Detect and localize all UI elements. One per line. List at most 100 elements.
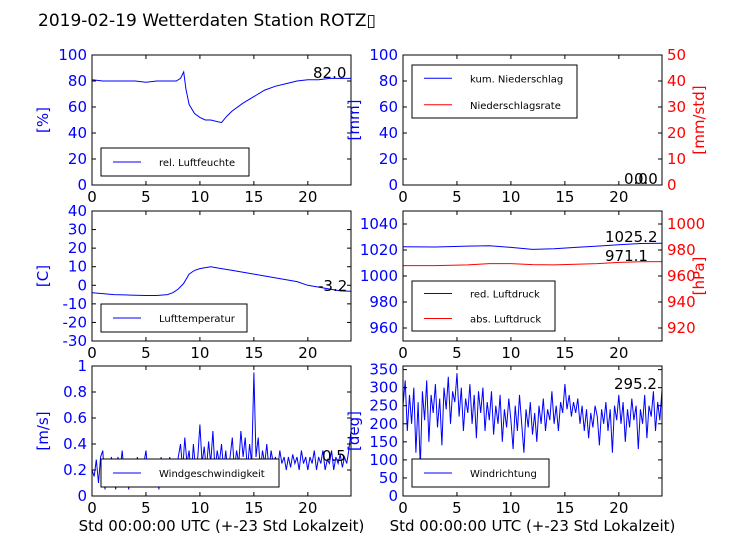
- panel-temperature: 0 5 10 15 20-30-20-10010203040[C]Lufttempera…: [34, 202, 352, 362]
- legend-label: Niederschlagsrate: [470, 101, 561, 112]
- y-tick-label: 40: [68, 202, 87, 220]
- panel-pressure: 0 5 10 15 20 960 980 1000 1020 1040 920 940 960 980 10…: [360, 210, 708, 362]
- y2-tick-label: 10: [667, 150, 686, 168]
- y2-tick-label: 0: [667, 176, 677, 194]
- y-tick-label: 200: [369, 415, 398, 433]
- x-tick-label: 5: [452, 344, 462, 362]
- x-tick-label: 20: [298, 499, 317, 517]
- y2-tick-label: 920: [667, 319, 696, 337]
- current-value-label: 0.5: [322, 447, 346, 465]
- legend-label: Lufttemperatur: [159, 314, 236, 325]
- y-tick-label: 250: [369, 397, 398, 415]
- y-axis-label: [m/s]: [34, 411, 52, 450]
- y2-tick-label: 50: [667, 46, 686, 64]
- x-tick-label: 0: [87, 499, 97, 517]
- y-axis-label: [deg]: [345, 411, 363, 451]
- y-tick-label: 0: [77, 276, 87, 294]
- current-value-label: 82.0: [313, 64, 346, 82]
- y2-tick-label: 20: [667, 124, 686, 142]
- current-value-label: -3.2: [318, 277, 347, 295]
- x-tick-label: 0: [398, 188, 408, 206]
- current-value-label: 0.0: [634, 170, 658, 188]
- series-line-temperature-0: [92, 266, 351, 296]
- x-tick-label: 0: [87, 344, 97, 362]
- legend-label: rel. Luftfeuchte: [159, 158, 235, 169]
- legend-label: Windgeschwindigkeit: [159, 469, 265, 480]
- y-tick-label: 0.8: [63, 383, 87, 401]
- x-tick-label: 10: [501, 344, 520, 362]
- legend-box: [411, 64, 578, 119]
- y-tick-label: -20: [63, 313, 88, 331]
- y-axis-label: [C]: [34, 265, 52, 287]
- x-tick-label: 0: [87, 188, 97, 206]
- y-tick-label: 30: [68, 221, 87, 239]
- plot-frame: [91, 365, 352, 497]
- y-tick-label: 60: [68, 98, 87, 116]
- x-tick-label: 15: [244, 499, 263, 517]
- x-tick-label: 15: [244, 188, 263, 206]
- y-tick-label: 80: [379, 72, 398, 90]
- legend-label: kum. Niederschlag: [470, 74, 563, 85]
- y-tick-label: 40: [68, 124, 87, 142]
- y-tick-label: 100: [369, 46, 398, 64]
- x-tick-label: 15: [244, 344, 263, 362]
- y-tick-label: 1020: [360, 241, 398, 259]
- y-tick-label: 150: [369, 433, 398, 451]
- plot-frame: [91, 210, 352, 342]
- x-tick-label: 20: [609, 499, 628, 517]
- x-tick-label: 0: [398, 344, 408, 362]
- y-tick-label: 300: [369, 379, 398, 397]
- x-tick-label: 5: [141, 344, 151, 362]
- current-value-label: 0.0: [624, 170, 648, 188]
- current-value-label: 971.1: [605, 247, 648, 265]
- x-tick-label: 10: [190, 499, 209, 517]
- y-tick-label: -30: [63, 332, 88, 350]
- y-tick-label: 1: [77, 357, 87, 375]
- y-tick-label: 0: [388, 176, 398, 194]
- y-tick-label: 10: [68, 258, 87, 276]
- y-tick-label: 40: [379, 124, 398, 142]
- y-tick-label: 60: [379, 98, 398, 116]
- panel-precipitation: 0 5 10 15 20 0 20 40 60 80 100 0 10 20 30 40 50 [mm] [mm/s…: [345, 46, 708, 206]
- y-tick-label: 0.4: [63, 435, 87, 453]
- y2-tick-label: 960: [667, 267, 696, 285]
- x-tick-label: 10: [501, 499, 520, 517]
- x-tick-label: 5: [141, 188, 151, 206]
- plot-frame: [402, 54, 663, 186]
- y-tick-label: 0.2: [63, 461, 87, 479]
- series-line-humidity-0: [92, 70, 351, 124]
- x-tick-label: 20: [298, 344, 317, 362]
- plot-frame: [91, 54, 352, 186]
- x-tick-label: 5: [141, 499, 151, 517]
- y-axis-label: [%]: [34, 107, 52, 133]
- legend-box: [411, 280, 556, 332]
- legend-label: abs. Luftdruck: [470, 315, 541, 326]
- y-tick-label: 50: [379, 469, 398, 487]
- y-tick-label: 80: [68, 72, 87, 90]
- y-tick-label: 20: [68, 150, 87, 168]
- x-tick-label: 20: [609, 344, 628, 362]
- y-tick-label: 1000: [360, 267, 398, 285]
- panel-humidity: 0 5 10 15 20 0 20 40 60 80 100 [%] rel. Luftfeuchte 8…: [34, 46, 352, 206]
- y2-tick-label: 940: [667, 293, 696, 311]
- y-tick-label: 980: [369, 293, 398, 311]
- x-tick-label: 10: [190, 344, 209, 362]
- panel-wind-speed: 0 5 10 15 20 0 0.2 0.4 0.6 0.8 1 [m/s] Std 00:00:00 …: [34, 357, 364, 535]
- y-axis-label: [mm]: [345, 100, 363, 141]
- x-tick-label: 20: [609, 188, 628, 206]
- figure-title: 2019-02-19 Wetterdaten Station ROTZ▯: [38, 11, 376, 31]
- y-tick-label: 0: [77, 176, 87, 194]
- y2-tick-label: 30: [667, 98, 686, 116]
- y-tick-label: 960: [369, 319, 398, 337]
- y-tick-label: 20: [379, 150, 398, 168]
- x-tick-label: 5: [452, 499, 462, 517]
- x-tick-label: 0: [398, 499, 408, 517]
- x-tick-label: 20: [298, 188, 317, 206]
- y-tick-label: -10: [63, 295, 88, 313]
- legend-label: red. Luftdruck: [470, 290, 540, 301]
- y-tick-label: 0.6: [63, 409, 87, 427]
- x-axis-label: Std 00:00:00 UTC (+-23 Std Lokalzeit): [79, 517, 365, 535]
- y2-axis-label: [hPa]: [690, 257, 708, 296]
